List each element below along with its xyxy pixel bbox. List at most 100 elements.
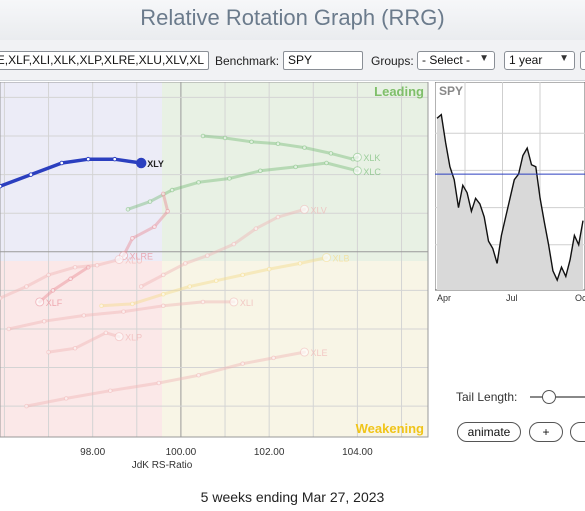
plus-button[interactable]: + [529,422,563,442]
tail-point [121,309,126,314]
symbols-input[interactable]: XLE,XLF,XLI,XLK,XLP,XLRE,XLU,XLV,XL [0,51,209,70]
tail-length-slider-handle[interactable] [542,390,556,404]
benchmark-input[interactable]: SPY [283,51,363,70]
tail-xlv[interactable]: XLV [138,204,327,289]
tail-point [275,214,281,220]
tail-point [205,253,210,258]
tail-point [229,297,239,307]
tail-point [196,373,201,378]
benchmark-area [437,114,583,290]
tail-point [130,301,135,307]
tail-point [240,361,245,366]
tail-point [183,261,188,266]
quadrant-label-leading: Leading [374,84,424,99]
tail-point [138,284,144,289]
tail-point [275,141,281,146]
tail-point [161,272,166,278]
quadrant-label-weakening: Weakening [356,421,424,436]
rrg-svg: XLK XLC XLRE XLF XLI XLB XLP XLE XLU XLV XLY Leadi… [0,82,429,471]
tail-point [227,176,232,181]
tail-line [38,265,90,304]
tail-point [85,264,91,270]
quadrant-leading [162,82,428,261]
tail-line [139,207,306,288]
tail-xli[interactable]: XLI [6,297,253,332]
benchmark-symbol-label: SPY [439,84,463,98]
tail-label: XLF [46,298,63,308]
tail-xlu[interactable]: XLU [0,255,143,301]
tail-point [324,160,329,166]
benchmark-label: Benchmark: [215,54,280,68]
tail-label: XLY [147,159,164,169]
groups-select[interactable]: - Select - ▼ [417,51,495,70]
tail-point [322,253,331,263]
next-button[interactable] [570,422,585,442]
tail-length-slider-track[interactable] [530,396,585,398]
tail-point [213,278,219,283]
symbols-input-value: XLE,XLF,XLI,XLK,XLP,XLRE,XLU,XLV,XL [0,53,204,67]
tail-point [103,330,109,336]
benchmark-chart-panel: SPY Apr Jul Oct [434,81,585,307]
tail-point [240,272,245,278]
tail-point [266,266,272,272]
x-tick-label: 102.00 [254,447,285,458]
tail-xlc[interactable]: XLC [125,160,381,212]
benchmark-x-tick: Apr [437,293,451,303]
tail-point [130,236,135,241]
benchmark-chart-svg: SPY Apr Jul Oct [434,81,585,303]
tail-xle[interactable]: XLE [24,347,328,409]
controls-panel: Tail Length: animate + [435,380,585,460]
quadrant-weakening [162,261,428,437]
tail-point [352,152,362,162]
tail-xly[interactable]: XLY [0,156,164,189]
tail-label: XLE [310,348,327,358]
benchmark-line [436,113,584,283]
date-caption: 5 weeks ending Mar 27, 2023 [200,489,385,505]
extra-select[interactable] [580,51,585,70]
tail-point [187,284,192,289]
tail-point [165,209,170,214]
benchmark-x-tick: Oct [575,293,585,303]
x-tick-label: 98.00 [80,447,105,458]
animate-button[interactable]: animate [457,422,521,442]
tail-point [81,313,87,318]
groups-label: Groups: [371,54,414,68]
tail-point [293,164,298,170]
tail-point [152,224,157,229]
period-select[interactable]: 1 year ▼ [504,51,575,70]
tail-xlp[interactable]: XLP [46,330,142,355]
tail-point [161,191,166,197]
tail-point [72,346,78,351]
chevron-down-icon: ▼ [479,53,489,64]
tail-point [161,291,166,297]
rrg-chart: XLK XLC XLRE XLF XLI XLB XLP XLE XLU XLV XLY Leadi… [0,82,430,477]
tail-point [68,276,73,282]
tail-point [41,318,47,324]
tail-xlk[interactable]: XLK [200,133,380,163]
tail-line [201,134,359,161]
tail-label: XLV [310,205,326,215]
tail-point [46,349,51,355]
tail-point [300,347,309,357]
tail-point [271,355,276,361]
tail-point [99,303,104,309]
tail-point [0,295,3,301]
tail-label: XLRE [130,252,154,262]
tail-point [156,380,162,386]
tail-point [200,299,206,305]
title-bar: Relative Rotation Graph (RRG) [0,0,585,41]
tail-point [85,156,91,162]
tail-point [59,160,65,166]
tail-point [46,272,51,278]
x-axis-label: JdK RS-Ratio [132,460,193,471]
plot-border [0,82,429,438]
tail-point [302,145,307,150]
tail-label: XLK [363,153,380,163]
tails-layer: XLK XLC XLRE XLF XLI XLB XLP XLE XLU XLV XLY [0,133,381,409]
tail-point [63,396,69,401]
tail-label: XLC [363,167,381,177]
tail-point [114,255,124,264]
tail-xlb[interactable]: XLB [99,253,350,309]
tail-xlf[interactable]: XLF [35,264,91,308]
tail-line [0,258,121,300]
